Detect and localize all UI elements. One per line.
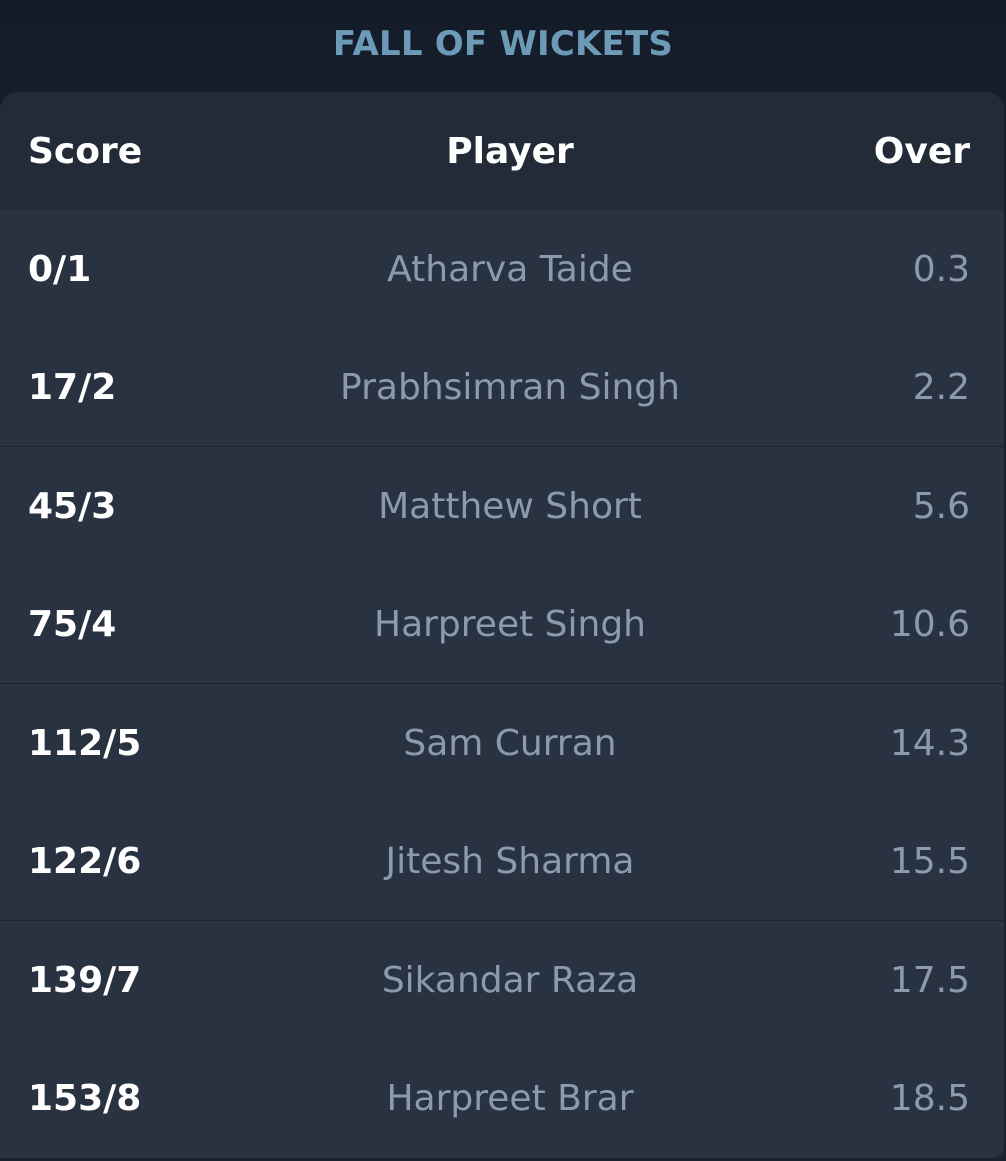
table-row: 17/2 Prabhsimran Singh 2.2: [0, 328, 1004, 446]
wicket-score: 45/3: [28, 485, 117, 527]
wicket-score: 122/6: [28, 840, 142, 882]
table-row: 112/5 Sam Curran 14.3: [0, 684, 1004, 802]
table-row: 139/7 Sikandar Raza 17.5: [0, 921, 1004, 1039]
wickets-table: Score Player Over 0/1 Atharva Taide 0.3 …: [0, 92, 1004, 1158]
wicket-player: Sam Curran: [403, 722, 617, 764]
wicket-over: 14.3: [889, 722, 970, 764]
wicket-score: 17/2: [28, 366, 117, 408]
wicket-over: 18.5: [889, 1077, 970, 1119]
row-group: 45/3 Matthew Short 5.6 75/4 Harpreet Sin…: [0, 447, 1004, 684]
wicket-score: 75/4: [28, 603, 117, 645]
wicket-over: 15.5: [889, 840, 970, 882]
table-row: 122/6 Jitesh Sharma 15.5: [0, 802, 1004, 920]
row-group: 112/5 Sam Curran 14.3 122/6 Jitesh Sharm…: [0, 684, 1004, 921]
header-player: Player: [446, 130, 574, 172]
wicket-player: Matthew Short: [378, 485, 642, 527]
wicket-player: Prabhsimran Singh: [340, 366, 680, 408]
wicket-over: 10.6: [889, 603, 970, 645]
wicket-player: Harpreet Singh: [374, 603, 646, 645]
table-row: 0/1 Atharva Taide 0.3: [0, 210, 1004, 328]
table-row: 75/4 Harpreet Singh 10.6: [0, 565, 1004, 683]
table-header: Score Player Over: [0, 92, 1004, 210]
wicket-player: Atharva Taide: [387, 248, 633, 290]
header-score: Score: [28, 130, 143, 172]
section-title: FALL OF WICKETS: [332, 24, 674, 64]
wicket-over: 17.5: [889, 959, 970, 1001]
wicket-player: Harpreet Brar: [386, 1077, 634, 1119]
row-group: 139/7 Sikandar Raza 17.5 153/8 Harpreet …: [0, 921, 1004, 1157]
wicket-score: 153/8: [28, 1077, 142, 1119]
wicket-player: Jitesh Sharma: [385, 840, 635, 882]
wicket-over: 0.3: [912, 248, 970, 290]
row-group: 0/1 Atharva Taide 0.3 17/2 Prabhsimran S…: [0, 210, 1004, 447]
wicket-over: 5.6: [912, 485, 970, 527]
header-over: Over: [873, 130, 970, 172]
wicket-over: 2.2: [912, 366, 970, 408]
wicket-score: 0/1: [28, 248, 92, 290]
table-row: 153/8 Harpreet Brar 18.5: [0, 1039, 1004, 1157]
table-row: 45/3 Matthew Short 5.6: [0, 447, 1004, 565]
wicket-score: 139/7: [28, 959, 142, 1001]
wicket-player: Sikandar Raza: [381, 959, 639, 1001]
wicket-score: 112/5: [28, 722, 142, 764]
